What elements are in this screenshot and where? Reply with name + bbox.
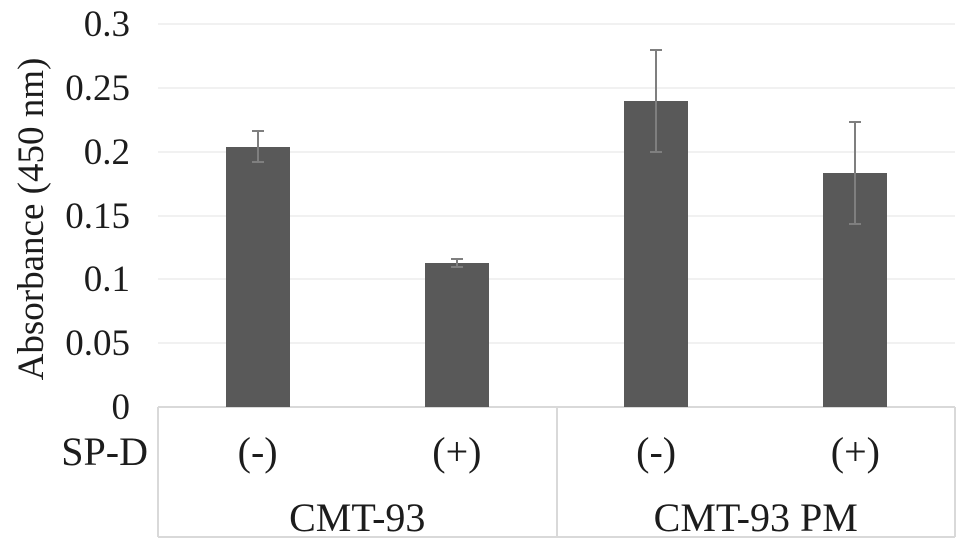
error-bar-cap-bottom [849, 223, 862, 226]
error-bar [256, 131, 259, 162]
category-box-left [157, 407, 159, 537]
y-tick-label: 0.15 [65, 195, 130, 237]
bar [225, 146, 290, 407]
error-bar-cap-bottom [650, 150, 663, 153]
y-tick-label: 0 [111, 387, 131, 428]
error-bar-cap-top [650, 48, 663, 51]
gridline [158, 214, 955, 217]
category-label: (-) [237, 429, 278, 474]
y-tick-label: 0.2 [83, 131, 130, 173]
gridline [158, 278, 955, 281]
error-bar-cap-top [251, 130, 264, 133]
y-tick-label: 0.1 [83, 259, 130, 301]
category-box-right [954, 407, 956, 537]
y-tick-label: 0.25 [65, 67, 130, 109]
error-bar [455, 258, 458, 267]
error-bar-cap-bottom [450, 265, 463, 268]
category-box-bottom [158, 536, 955, 538]
error-bar-cap-bottom [251, 160, 264, 163]
error-bar [854, 122, 857, 225]
group-label: CMT-93 PM [653, 495, 858, 540]
category-label: (-) [636, 429, 677, 474]
y-tick-label: 0.3 [83, 4, 130, 45]
error-bar [655, 49, 658, 152]
x-axis-row-label: SP-D [61, 429, 148, 474]
group-label: CMT-93 [289, 495, 426, 540]
gridline [158, 86, 955, 89]
gridline [158, 342, 955, 345]
error-bar-cap-top [450, 257, 463, 260]
y-tick-label: 0.05 [65, 323, 130, 365]
gridline [158, 150, 955, 153]
group-divider [555, 407, 558, 537]
gridline [158, 23, 955, 25]
category-label: (+) [432, 429, 482, 474]
category-label: (+) [830, 429, 880, 474]
bar [424, 262, 489, 407]
error-bar-cap-top [849, 121, 862, 124]
